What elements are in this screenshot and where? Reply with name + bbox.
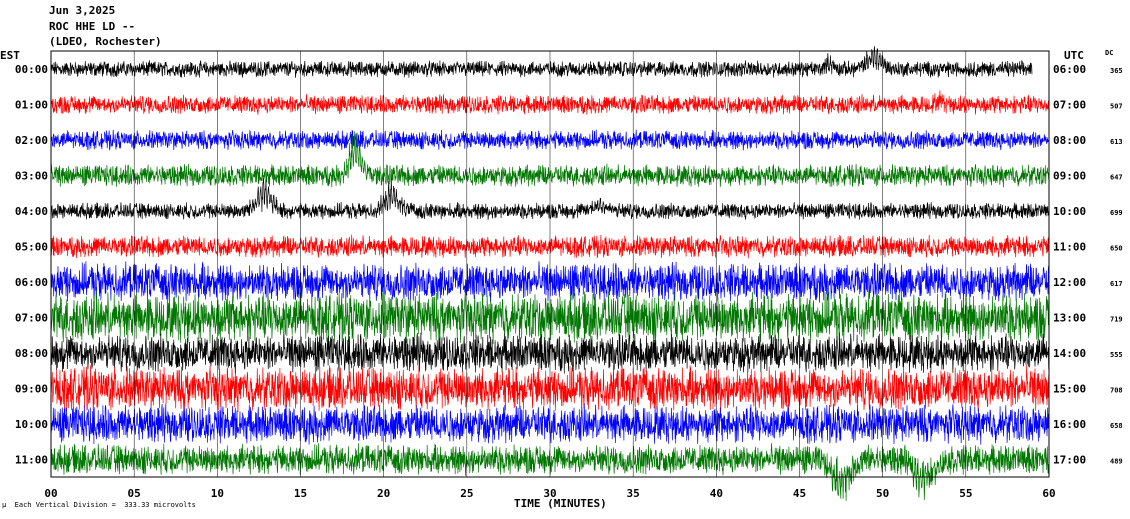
dc-value: 365 [1110,67,1123,75]
chart-date: Jun 3,2025 [49,4,116,17]
utc-hour-label: 08:00 [1053,134,1086,147]
utc-hour-label: 10:00 [1053,205,1086,218]
x-tick-label: 25 [460,487,473,500]
utc-hour-label: 09:00 [1053,170,1086,183]
est-hour-label: 09:00 [15,383,48,396]
utc-hour-label: 11:00 [1053,241,1086,254]
utc-hour-label: 15:00 [1053,383,1086,396]
x-tick-label: 30 [543,487,556,500]
est-hour-label: 01:00 [15,99,48,112]
est-label: EST [0,49,20,62]
est-hour-label: 06:00 [15,276,48,289]
chart-network: (LDEO, Rochester) [49,35,162,48]
utc-hour-label: 17:00 [1053,454,1086,467]
dc-value: 650 [1110,245,1123,253]
utc-hour-label: 14:00 [1053,347,1086,360]
x-tick-label: 20 [377,487,390,500]
dc-value: 699 [1110,209,1123,217]
trace-0000 [50,46,1033,79]
x-tick-label: 40 [710,487,723,500]
utc-hour-label: 06:00 [1053,63,1086,76]
x-tick-label: 05 [128,487,141,500]
utc-hour-label: 12:00 [1053,276,1086,289]
est-hour-label: 05:00 [15,241,48,254]
row-labels: 00:00 06:00 365 01:00 07:00 507 02:00 08:00 613 0… [15,63,1123,467]
x-tick-labels: 00 05 10 15 20 25 30 35 40 45 50 55 60 [44,487,1055,500]
utc-hour-label: 16:00 [1053,418,1086,431]
est-hour-label: 03:00 [15,170,48,183]
x-tick-label: 00 [44,487,57,500]
dc-value: 719 [1110,316,1123,324]
x-tick-label: 50 [876,487,889,500]
utc-hour-label: 07:00 [1053,99,1086,112]
grid-layer [133,51,967,477]
est-hour-label: 11:00 [15,454,48,467]
utc-label: UTC [1064,49,1084,62]
chart-station: ROC HHE LD -- [49,20,136,33]
dc-value: 613 [1110,138,1123,146]
est-hour-label: 10:00 [15,418,48,431]
x-tick-label: 15 [294,487,307,500]
dc-value: 658 [1110,422,1123,430]
dc-label: DC [1105,49,1114,57]
est-hour-label: 00:00 [15,63,48,76]
dc-value: 708 [1110,387,1123,395]
est-hour-label: 07:00 [15,312,48,325]
x-tick-label: 10 [211,487,224,500]
x-tick-label: 45 [793,487,806,500]
dc-value: 647 [1110,174,1123,182]
scale-note: µ Each Vertical Division = 333.33 microv… [2,501,196,509]
dc-value: 489 [1110,458,1123,466]
est-hour-label: 04:00 [15,205,48,218]
x-tick-label: 55 [959,487,972,500]
x-tick-label: 35 [627,487,640,500]
est-hour-label: 02:00 [15,134,48,147]
est-hour-label: 08:00 [15,347,48,360]
dc-value: 617 [1110,280,1123,288]
utc-hour-label: 13:00 [1053,312,1086,325]
x-axis-label: TIME (MINUTES) [514,497,607,510]
dc-value: 507 [1110,103,1123,111]
x-tick-label: 60 [1042,487,1055,500]
dc-value: 555 [1110,351,1123,359]
